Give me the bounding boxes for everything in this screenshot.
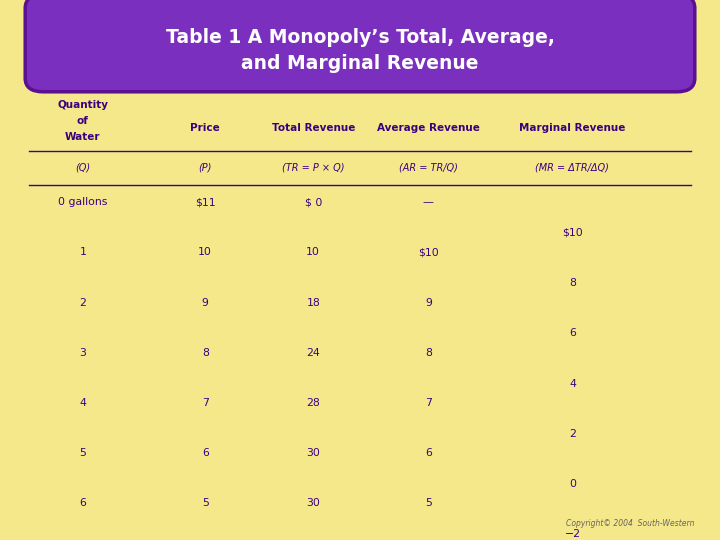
Text: 0 gallons: 0 gallons — [58, 197, 107, 207]
Text: (Q): (Q) — [75, 162, 91, 172]
Text: 0: 0 — [569, 479, 576, 489]
Text: 7: 7 — [202, 398, 209, 408]
Text: (P): (P) — [199, 162, 212, 172]
Text: 18: 18 — [306, 298, 320, 308]
Text: 9: 9 — [202, 298, 209, 308]
Text: Table 1 A Monopoly’s Total, Average,: Table 1 A Monopoly’s Total, Average, — [166, 28, 554, 48]
Text: Price: Price — [190, 123, 220, 133]
Text: Average Revenue: Average Revenue — [377, 123, 480, 133]
Text: 24: 24 — [306, 348, 320, 358]
Text: 4: 4 — [79, 398, 86, 408]
Text: 30: 30 — [306, 448, 320, 458]
FancyBboxPatch shape — [25, 0, 695, 92]
Text: 5: 5 — [202, 498, 209, 509]
Text: Quantity: Quantity — [58, 100, 108, 110]
Text: 30: 30 — [306, 498, 320, 509]
Text: 6: 6 — [202, 448, 209, 458]
Text: −2: −2 — [564, 529, 580, 539]
Text: (TR = P × Q): (TR = P × Q) — [282, 162, 344, 172]
Text: 7: 7 — [425, 398, 432, 408]
Text: and Marginal Revenue: and Marginal Revenue — [241, 53, 479, 73]
Text: 2: 2 — [569, 429, 576, 439]
Text: Copyright© 2004  South-Western: Copyright© 2004 South-Western — [567, 519, 695, 528]
Text: Water: Water — [65, 132, 101, 143]
Text: 6: 6 — [569, 328, 576, 339]
Text: 8: 8 — [202, 348, 209, 358]
Text: 5: 5 — [425, 498, 432, 509]
Text: 3: 3 — [79, 348, 86, 358]
Text: Total Revenue: Total Revenue — [271, 123, 355, 133]
Text: 6: 6 — [79, 498, 86, 509]
Text: 1: 1 — [79, 247, 86, 258]
Text: —: — — [423, 197, 434, 207]
Text: $ 0: $ 0 — [305, 197, 322, 207]
Text: (MR = ΔTR/ΔQ): (MR = ΔTR/ΔQ) — [536, 162, 609, 172]
Text: 10: 10 — [198, 247, 212, 258]
Text: $10: $10 — [418, 247, 438, 258]
Text: 4: 4 — [569, 379, 576, 389]
Text: 5: 5 — [79, 448, 86, 458]
Text: of: of — [77, 116, 89, 126]
Text: $11: $11 — [195, 197, 215, 207]
Text: 8: 8 — [425, 348, 432, 358]
Text: 10: 10 — [306, 247, 320, 258]
Text: 2: 2 — [79, 298, 86, 308]
Text: 8: 8 — [569, 278, 576, 288]
Text: 6: 6 — [425, 448, 432, 458]
Text: 9: 9 — [425, 298, 432, 308]
Text: $10: $10 — [562, 228, 582, 238]
Text: (AR = TR/Q): (AR = TR/Q) — [399, 162, 458, 172]
Text: 28: 28 — [306, 398, 320, 408]
Text: Marginal Revenue: Marginal Revenue — [519, 123, 626, 133]
